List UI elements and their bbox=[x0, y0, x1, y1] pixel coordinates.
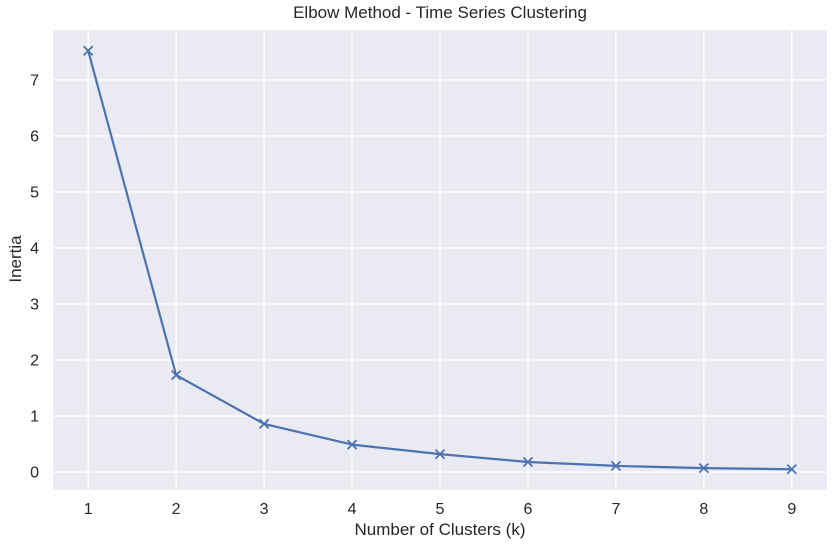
data-point-x-marker bbox=[434, 449, 446, 460]
y-axis-label: Inertia bbox=[6, 235, 25, 283]
y-tick-label: 2 bbox=[30, 353, 39, 370]
x-tick-label: 2 bbox=[172, 501, 181, 518]
data-point-x-marker bbox=[610, 460, 622, 472]
y-tick-label: 6 bbox=[30, 128, 39, 145]
data-point-x-marker bbox=[83, 45, 94, 56]
x-tick-label: 8 bbox=[699, 501, 708, 518]
y-tick-label: 7 bbox=[30, 72, 39, 89]
chart-title: Elbow Method - Time Series Clustering bbox=[293, 3, 587, 22]
x-tick-label: 6 bbox=[524, 501, 533, 518]
data-point-x-marker bbox=[698, 463, 710, 474]
data-point-x-marker bbox=[786, 464, 797, 475]
data-point-x-marker bbox=[346, 439, 358, 450]
data-point-x-marker bbox=[522, 456, 534, 468]
x-tick-label: 7 bbox=[611, 501, 620, 518]
x-tick-label: 1 bbox=[84, 501, 93, 518]
x-tick-label: 9 bbox=[787, 501, 796, 518]
y-tick-label: 0 bbox=[30, 465, 39, 482]
data-point-x-marker bbox=[170, 370, 182, 381]
x-tick-label: 5 bbox=[436, 501, 445, 518]
y-tick-label: 1 bbox=[30, 409, 39, 426]
x-axis-label: Number of Clusters (k) bbox=[354, 520, 526, 539]
y-tick-label: 5 bbox=[30, 185, 39, 202]
x-tick-label: 4 bbox=[348, 501, 357, 518]
y-tick-label: 3 bbox=[30, 297, 39, 314]
x-tick-label: 3 bbox=[260, 501, 269, 518]
y-tick-label: 4 bbox=[30, 241, 39, 258]
data-point-x-marker bbox=[258, 418, 270, 430]
